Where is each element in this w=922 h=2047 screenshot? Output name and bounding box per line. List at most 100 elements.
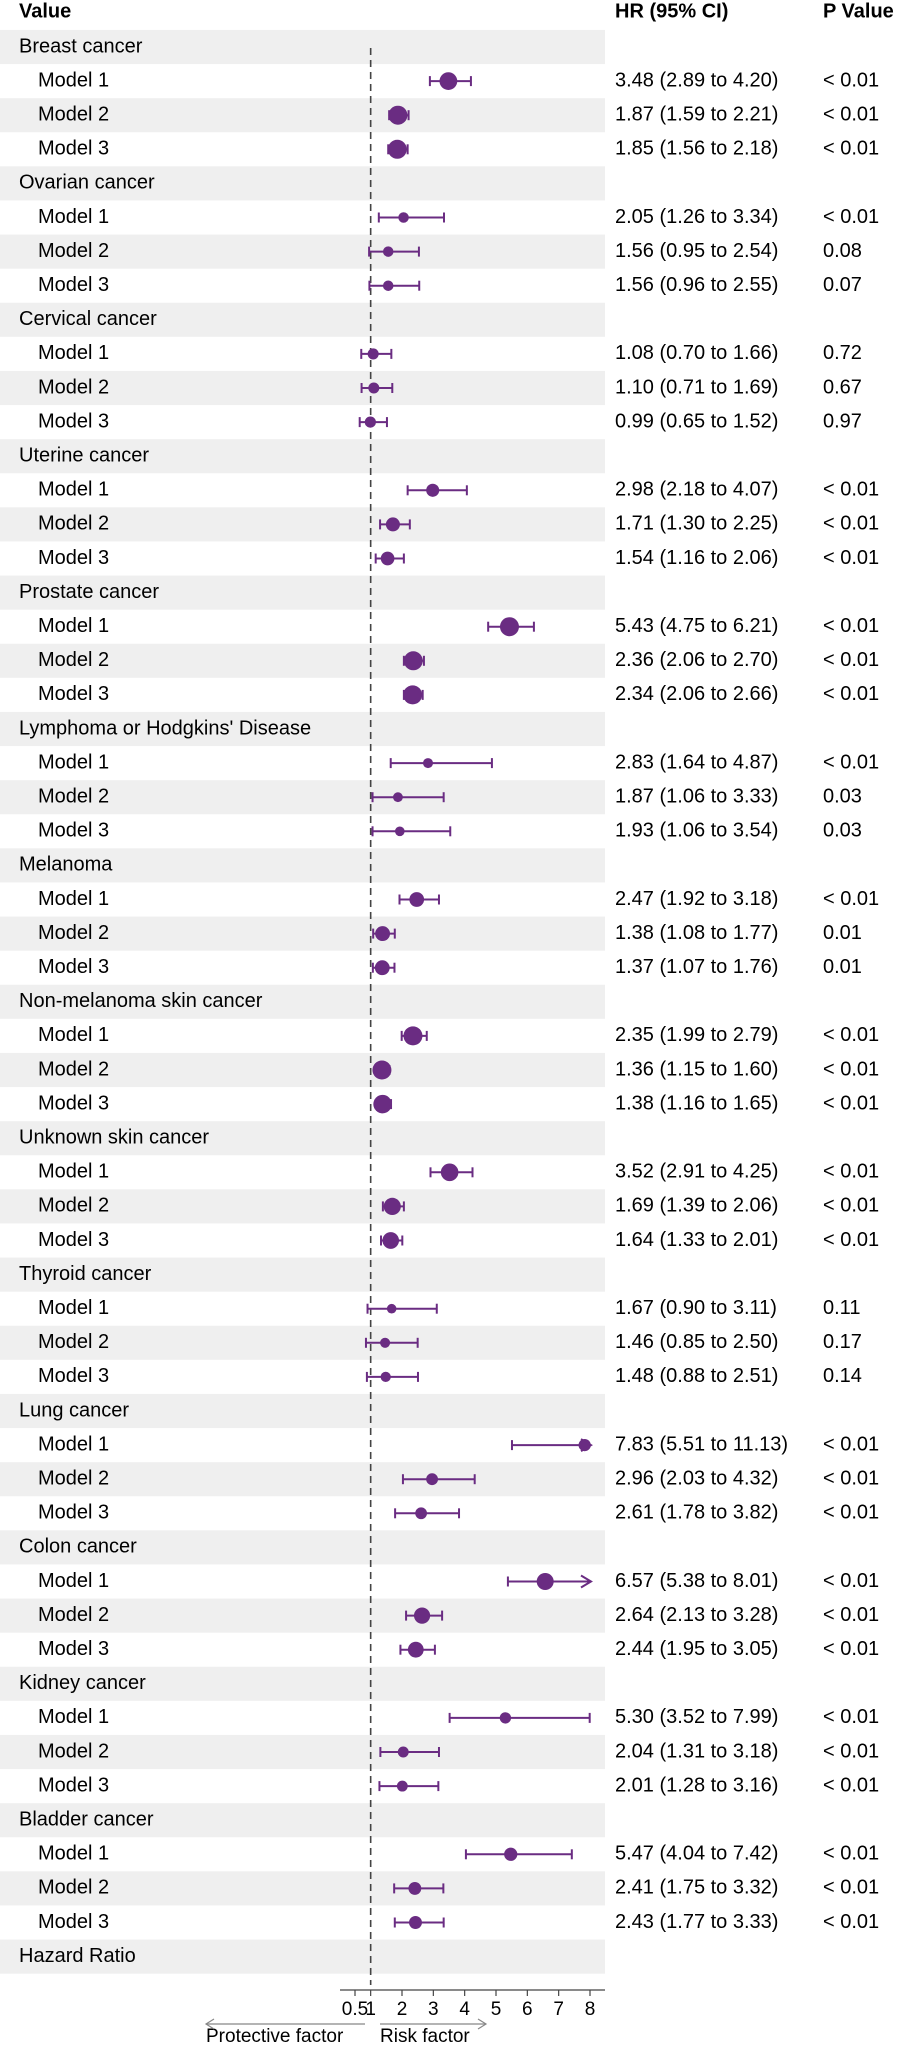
p-value: < 0.01 <box>823 1502 879 1524</box>
hr-ci-value: 2.64 (2.13 to 3.28) <box>615 1604 778 1626</box>
row-band <box>0 1325 605 1360</box>
hr-point <box>382 280 394 291</box>
model-label: Model 3 <box>38 1092 109 1114</box>
hr-point <box>422 758 434 769</box>
hr-ci-value: 2.43 (1.77 to 3.33) <box>615 1911 778 1933</box>
hr-point <box>382 246 394 257</box>
p-value: < 0.01 <box>823 513 879 535</box>
group-label: Melanoma <box>19 854 113 876</box>
group-label: Kidney cancer <box>19 1672 146 1694</box>
model-label: Model 3 <box>38 410 109 432</box>
hr-ci-value: 2.04 (1.31 to 3.18) <box>615 1740 778 1762</box>
model-label: Model 2 <box>38 376 109 398</box>
hr-point <box>393 792 403 803</box>
model-label: Model 3 <box>38 820 109 842</box>
model-label: Model 2 <box>38 1058 109 1080</box>
row-band <box>0 166 605 201</box>
row-band <box>0 1734 605 1770</box>
hr-ci-value: 1.37 (1.07 to 1.76) <box>615 956 778 978</box>
hr-ci-value: 1.69 (1.39 to 2.06) <box>615 1195 778 1217</box>
hr-point <box>372 1060 392 1080</box>
model-label: Model 2 <box>38 649 109 671</box>
hr-ci-value: 2.44 (1.95 to 3.05) <box>615 1638 778 1660</box>
p-value: < 0.01 <box>823 1229 879 1251</box>
row-band <box>0 1189 605 1224</box>
hr-point <box>403 651 423 671</box>
row-band <box>0 234 605 269</box>
hr-ci-value: 3.48 (2.89 to 4.20) <box>615 69 778 91</box>
p-value: < 0.01 <box>823 1433 879 1455</box>
model-label: Model 3 <box>38 683 109 705</box>
row-band <box>0 1462 605 1497</box>
hr-ci-value: 2.47 (1.92 to 3.18) <box>615 888 778 910</box>
hr-point <box>373 1094 392 1114</box>
group-label: Ovarian cancer <box>19 172 155 194</box>
p-value: < 0.01 <box>823 615 879 637</box>
model-label: Model 3 <box>38 1638 109 1660</box>
hr-ci-value: 1.87 (1.06 to 3.33) <box>615 785 778 807</box>
p-value: < 0.01 <box>823 683 879 705</box>
row-band <box>0 916 605 951</box>
group-label: Colon cancer <box>19 1536 137 1558</box>
p-value: 0.01 <box>823 956 862 978</box>
row-band <box>0 507 605 542</box>
model-label: Model 3 <box>38 547 109 569</box>
hr-point <box>504 1847 518 1861</box>
p-value: < 0.01 <box>823 103 879 125</box>
model-label: Model 1 <box>38 1297 109 1319</box>
row-band <box>0 370 605 406</box>
hr-point <box>374 960 390 976</box>
hr-point <box>426 1473 438 1486</box>
p-value: 0.11 <box>823 1297 860 1319</box>
row-band <box>0 780 605 815</box>
row-band <box>0 1598 605 1633</box>
p-value: 0.72 <box>823 342 862 364</box>
model-label: Model 1 <box>38 888 109 910</box>
risk-arrow-head <box>477 2018 488 2030</box>
hr-point <box>387 139 407 159</box>
hr-point <box>388 105 408 125</box>
hr-point <box>375 926 391 942</box>
hr-point <box>380 1337 391 1348</box>
protective-arrow-head <box>204 2018 215 2030</box>
model-label: Model 3 <box>38 138 109 160</box>
hr-ci-value: 1.67 (0.90 to 3.11) <box>615 1297 777 1319</box>
row-band <box>0 1530 605 1565</box>
group-label: Bladder cancer <box>19 1808 154 1830</box>
x-tick-label: 3 <box>428 1999 439 2020</box>
hr-ci-value: 2.98 (2.18 to 4.07) <box>615 479 778 501</box>
model-label: Model 1 <box>38 479 109 501</box>
model-label: Model 1 <box>38 1161 109 1183</box>
protective-factor-label: Protective factor <box>206 2026 344 2047</box>
hr-point <box>536 1572 554 1591</box>
p-value: < 0.01 <box>823 888 879 910</box>
p-value: < 0.01 <box>823 1161 879 1183</box>
x-tick-label: 6 <box>522 1999 533 2020</box>
row-band <box>0 1666 605 1701</box>
p-value: < 0.01 <box>823 1195 879 1217</box>
hr-ci-value: 1.38 (1.08 to 1.77) <box>615 922 778 944</box>
hr-ci-value: 1.85 (1.56 to 2.18) <box>615 138 778 160</box>
model-label: Model 2 <box>38 103 109 125</box>
hr-point <box>403 685 423 705</box>
hr-ci-value: 1.36 (1.15 to 1.60) <box>615 1058 778 1080</box>
hr-ci-value: 1.87 (1.59 to 2.21) <box>615 103 778 125</box>
p-value: < 0.01 <box>823 1774 879 1796</box>
hr-ci-value: 2.61 (1.78 to 3.82) <box>615 1502 778 1524</box>
hr-point <box>383 1197 401 1215</box>
model-label: Model 2 <box>38 240 109 262</box>
hr-point <box>368 382 380 394</box>
p-value: < 0.01 <box>823 1604 879 1626</box>
group-label: Cervical cancer <box>19 308 157 330</box>
row-band <box>0 1257 605 1292</box>
model-label: Model 2 <box>38 1467 109 1489</box>
p-value: < 0.01 <box>823 1911 879 1933</box>
hr-point <box>499 617 519 637</box>
hr-ci-value: 1.64 (1.33 to 2.01) <box>615 1229 778 1251</box>
hr-point <box>385 517 400 532</box>
p-value: < 0.01 <box>823 1877 879 1899</box>
x-tick-label: 0.5 <box>342 1999 368 2020</box>
p-value: 0.08 <box>823 240 862 262</box>
p-value: < 0.01 <box>823 1058 879 1080</box>
row-band <box>0 575 605 610</box>
